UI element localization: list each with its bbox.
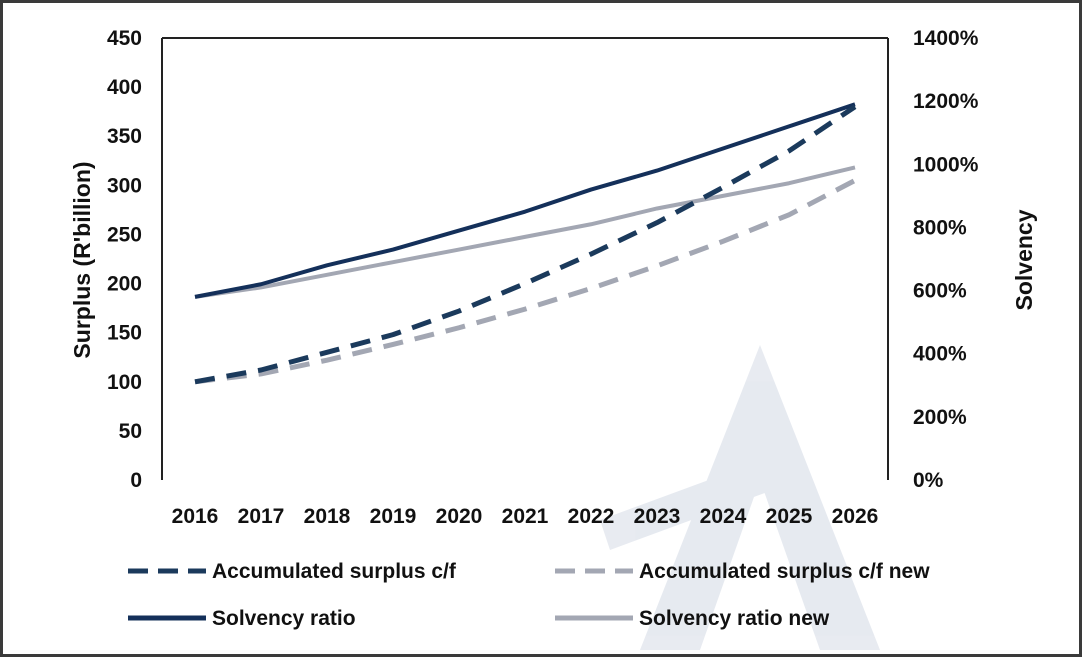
x-tick-label: 2024 [700,505,747,528]
series-line-solvency-ratio [194,102,856,299]
right-tick-label: 1200% [913,90,979,113]
legend-label-accumulated-surplus-new: Accumulated surplus c/f new [639,560,930,583]
x-tick-label: 2018 [304,505,351,528]
x-axis-ticks: 2016 2017 2018 2019 2020 2021 2022 2023 2024 2025… [172,505,879,528]
right-tick-label: 1000% [913,153,979,176]
x-tick-label: 2023 [634,505,681,528]
legend-label-solvency-ratio: Solvency ratio [212,607,356,630]
right-tick-label: 400% [913,343,967,366]
x-tick-label: 2021 [502,505,549,528]
left-tick-label: 450 [107,27,142,50]
left-tick-label: 400 [107,76,142,99]
series-line-solvency-ratio-new [194,165,856,299]
left-axis-title: Surplus (R'billion) [69,161,95,358]
x-tick-label: 2017 [238,505,285,528]
left-tick-label: 250 [107,223,142,246]
x-tick-label: 2025 [766,505,813,528]
axes [161,37,889,480]
x-tick-label: 2026 [832,505,879,528]
right-tick-label: 200% [913,406,967,429]
x-tick-label: 2022 [568,505,615,528]
watermark [600,345,880,650]
left-tick-label: 100 [107,371,142,394]
x-tick-label: 2019 [370,505,417,528]
left-tick-label: 200 [107,273,142,296]
right-tick-label: 600% [913,280,967,303]
legend-label-solvency-ratio-new: Solvency ratio new [639,607,830,630]
left-tick-label: 0 [130,469,142,492]
left-tick-label: 50 [119,420,142,443]
right-axis-ticks: 0% 200% 400% 600% 800% 1000% 1200% 1400% [913,27,979,492]
right-tick-label: 800% [913,216,967,239]
legend-label-accumulated-surplus: Accumulated surplus c/f [212,560,457,583]
right-axis-title: Solvency [1011,209,1037,310]
left-tick-label: 350 [107,125,142,148]
right-tick-label: 0% [913,469,944,492]
left-axis-ticks: 0 50 100 150 200 250 300 350 400 450 [107,27,142,492]
legend: Accumulated surplus c/f Accumulated surp… [128,560,930,630]
x-tick-label: 2020 [436,505,483,528]
series-layer [194,102,857,385]
left-tick-label: 150 [107,322,142,345]
x-tick-label: 2016 [172,505,219,528]
left-tick-label: 300 [107,174,142,197]
series-line-accumulated-surplus-c-f-new [194,178,857,385]
right-tick-label: 1400% [913,27,979,50]
series-line-accumulated-surplus-c-f [194,104,857,385]
